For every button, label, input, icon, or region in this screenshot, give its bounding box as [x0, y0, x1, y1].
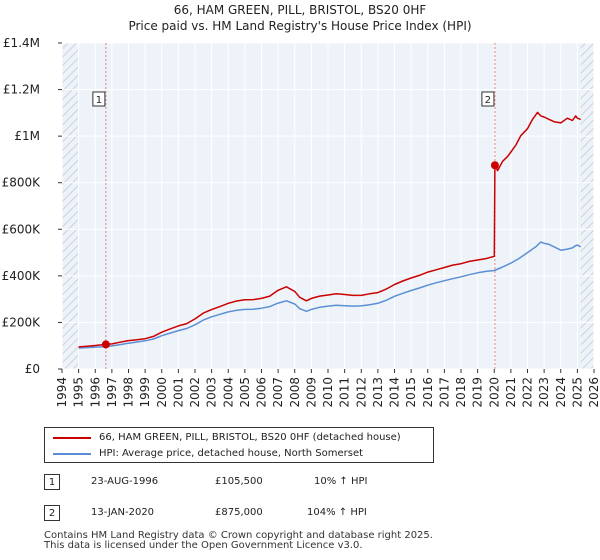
price-chart: 66, HAM GREEN, PILL, BRISTOL, BS20 0HF P… — [2, 3, 600, 408]
transaction-date: 13-JAN-2020 — [91, 507, 155, 518]
x-tick-label: 1995 — [72, 377, 86, 408]
x-tick-label: 2010 — [321, 377, 335, 408]
x-tick-label: 2026 — [587, 377, 600, 408]
y-tick-label: £400K — [2, 269, 42, 283]
footer-licence: This data is licensed under the Open Gov… — [44, 540, 363, 551]
x-tick-label: 2002 — [188, 377, 202, 408]
y-tick-label: £800K — [2, 176, 42, 190]
x-tick-label: 2004 — [221, 377, 235, 408]
x-tick-label: 2006 — [255, 377, 269, 408]
transaction-number: 1 — [44, 474, 60, 490]
hatch-region-start — [62, 43, 79, 369]
legend-item-property: 66, HAM GREEN, PILL, BRISTOL, BS20 0HF (… — [45, 430, 433, 446]
transaction-hpi: 104% ↑ HPI — [307, 507, 367, 518]
transaction-price: £875,000 — [215, 507, 263, 518]
x-tick-label: 2012 — [354, 377, 368, 408]
x-tick-label: 2017 — [437, 377, 451, 408]
legend-label-property: 66, HAM GREEN, PILL, BRISTOL, BS20 0HF (… — [99, 432, 401, 443]
series-line-property — [78, 111, 581, 348]
x-tick-label: 2023 — [537, 377, 551, 408]
x-tick-label: 2013 — [371, 377, 385, 408]
annotation-box-2 — [481, 91, 495, 107]
footer: Contains HM Land Registry data © Crown c… — [44, 531, 433, 551]
x-tick-label: 2003 — [205, 377, 219, 408]
x-tick-label: 1998 — [122, 377, 136, 408]
y-tick-label: £600K — [2, 222, 42, 236]
x-tick-label: 2016 — [421, 377, 435, 408]
x-tick-label: 2009 — [304, 377, 318, 408]
x-tick-label: 2021 — [504, 377, 518, 408]
x-tick-label: 2015 — [404, 377, 418, 408]
x-tick-label: 1996 — [88, 377, 102, 408]
x-tick-label: 1997 — [105, 377, 119, 408]
annotation-label-1: 1 — [96, 95, 102, 106]
x-tick-label: 2019 — [471, 377, 485, 408]
transaction-row-2: 2 13-JAN-2020 £875,000 104% ↑ HPI — [0, 505, 600, 525]
legend-swatch-hpi — [53, 453, 91, 455]
series-line-hpi — [78, 241, 582, 349]
hatch-region-end — [580, 43, 594, 369]
legend: 66, HAM GREEN, PILL, BRISTOL, BS20 0HF (… — [44, 427, 434, 463]
sale-point-2 — [490, 161, 499, 170]
legend-swatch-property — [53, 437, 91, 439]
y-tick-label: £0 — [25, 362, 40, 376]
x-tick-label: 2007 — [271, 377, 285, 408]
y-tick-label: £1.4M — [3, 36, 40, 50]
x-tick-label: 2001 — [171, 377, 185, 408]
annotation-label-2: 2 — [485, 95, 491, 106]
x-tick-label: 2024 — [554, 377, 568, 408]
chart-title: 66, HAM GREEN, PILL, BRISTOL, BS20 0HF — [174, 3, 427, 17]
footer-copyright: Contains HM Land Registry data © Crown c… — [44, 530, 433, 541]
legend-label-hpi: HPI: Average price, detached house, Nort… — [99, 448, 364, 459]
x-tick-label: 2022 — [521, 377, 535, 408]
annotation-box-1 — [92, 91, 106, 107]
transaction-date: 23-AUG-1996 — [91, 476, 159, 487]
y-tick-label: £200K — [2, 315, 42, 329]
x-tick-label: 2000 — [155, 377, 169, 408]
sale-point-1 — [101, 340, 110, 349]
x-tick-label: 1999 — [138, 377, 152, 408]
x-tick-label: 2011 — [338, 377, 352, 408]
x-tick-label: 1994 — [55, 377, 69, 408]
x-tick-label: 2005 — [238, 377, 252, 408]
x-tick-label: 2020 — [487, 377, 501, 408]
transaction-hpi: 10% ↑ HPI — [314, 476, 368, 487]
transaction-number: 2 — [44, 505, 60, 521]
legend-item-hpi: HPI: Average price, detached house, Nort… — [45, 446, 433, 462]
x-tick-label: 2014 — [388, 377, 402, 408]
y-tick-label: £1M — [14, 129, 40, 143]
x-tick-label: 2025 — [570, 377, 584, 408]
transaction-price: £105,500 — [215, 476, 263, 487]
chart-subtitle: Price paid vs. HM Land Registry's House … — [128, 19, 471, 33]
x-tick-label: 2008 — [288, 377, 302, 408]
x-tick-label: 2018 — [454, 377, 468, 408]
y-tick-label: £1.2M — [3, 83, 40, 97]
transaction-row-1: 1 23-AUG-1996 £105,500 10% ↑ HPI — [0, 474, 600, 494]
